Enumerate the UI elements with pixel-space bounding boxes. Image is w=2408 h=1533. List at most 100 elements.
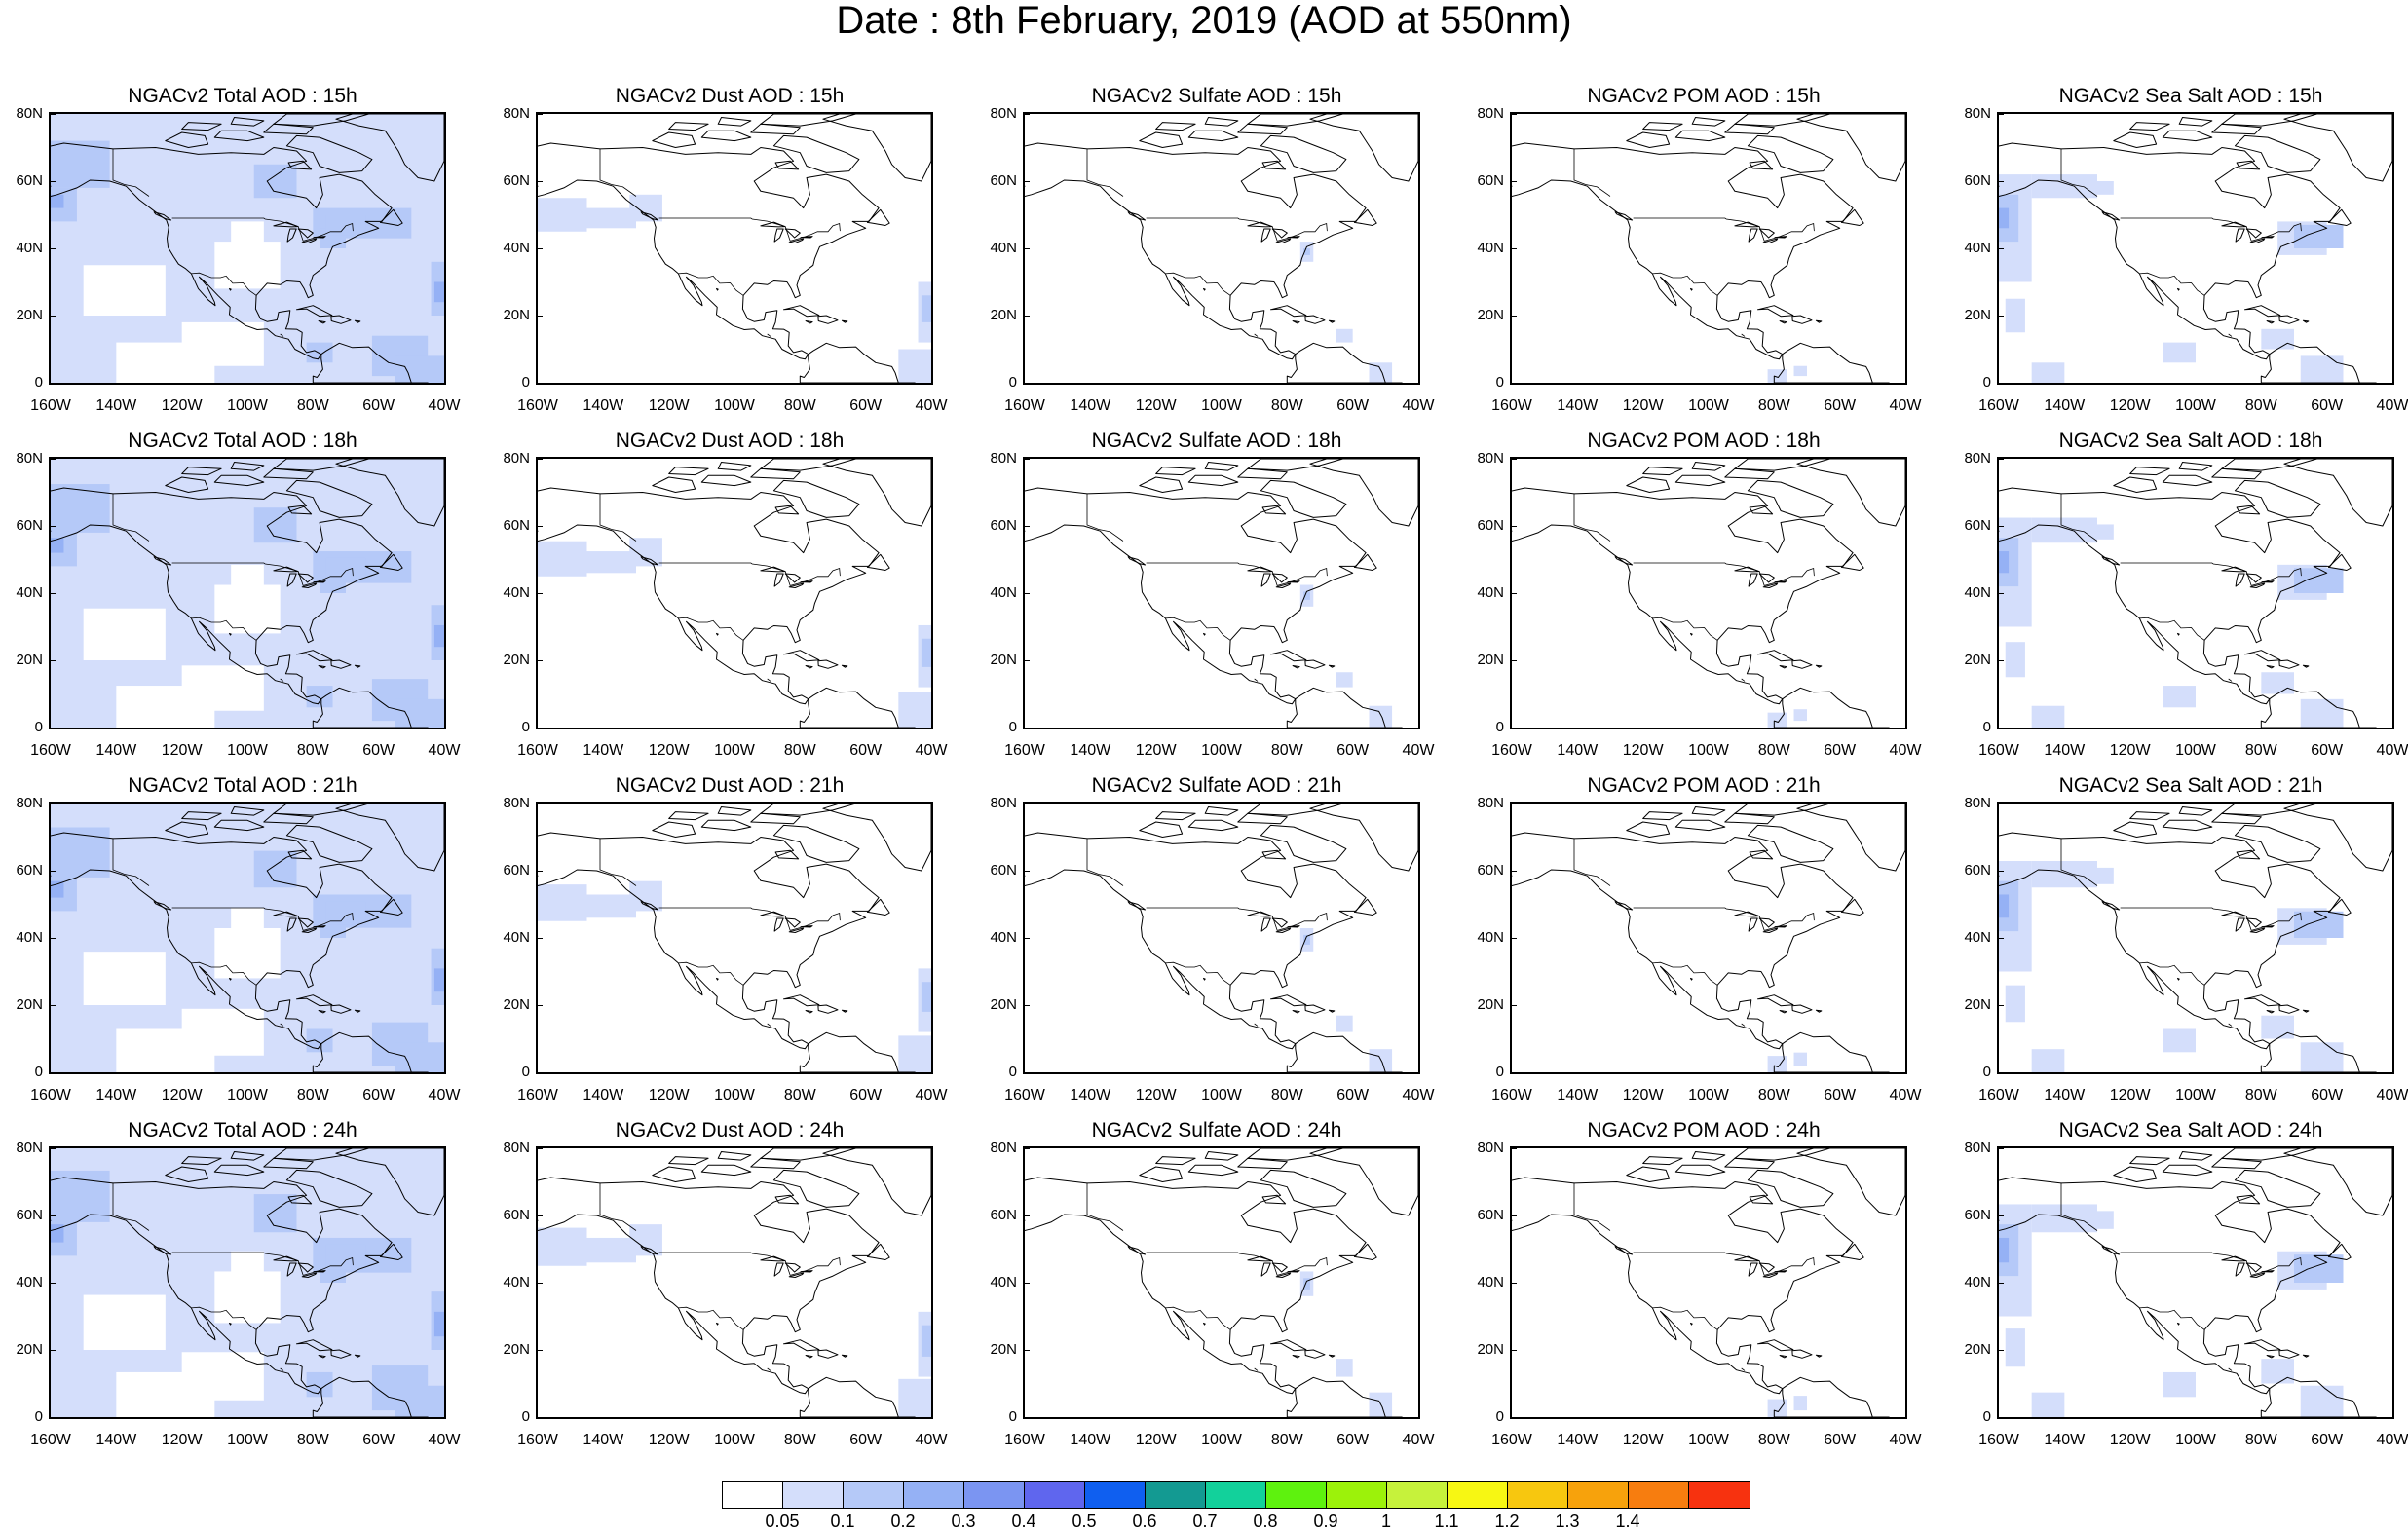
coastline xyxy=(716,1322,719,1326)
coastline xyxy=(799,342,916,383)
coastline xyxy=(297,573,314,583)
coastline xyxy=(263,1157,314,1170)
lon-tick-label: 60W xyxy=(1336,397,1370,414)
coastline xyxy=(1840,1243,1864,1260)
lat-tick-label: 60N xyxy=(16,517,43,534)
coastline xyxy=(1691,806,1726,816)
coastline xyxy=(760,459,857,471)
lat-tick xyxy=(1997,1148,2004,1149)
lat-tick-label: 20N xyxy=(503,307,530,323)
lon-tick-label: 120W xyxy=(648,397,690,414)
coastline xyxy=(1779,665,1787,669)
coastline xyxy=(2283,1148,2392,1216)
coastline xyxy=(841,1354,848,1358)
country-border xyxy=(2120,562,2302,586)
panel-title: NGACv2 Sulfate AOD : 15h xyxy=(1091,85,1342,107)
country-border xyxy=(599,1182,637,1231)
country-border xyxy=(1741,1367,1746,1371)
coastline xyxy=(774,849,800,860)
lon-tick-label: 100W xyxy=(2175,1087,2216,1103)
aod-patch xyxy=(1369,705,1393,728)
country-border xyxy=(678,272,744,296)
map-plot-area xyxy=(1023,457,1420,729)
lat-tick-label: 0 xyxy=(34,719,43,735)
coastline xyxy=(1674,130,1726,142)
aod-patch xyxy=(2163,1028,2196,1053)
map-plot-area xyxy=(1023,802,1420,1074)
coastline xyxy=(1261,160,1287,170)
map-panel-total-aod-18h: NGACv2 Total AOD : 18h 80N 60N 40N 20N 0 160W 1… xyxy=(0,430,485,775)
coastline xyxy=(1139,1166,1184,1182)
colorbar-swatch xyxy=(1387,1482,1448,1508)
lat-tick xyxy=(1997,526,2004,527)
aod-map xyxy=(51,804,444,1072)
coastline xyxy=(1270,650,1307,662)
coastline xyxy=(1247,804,1344,816)
coastline xyxy=(153,556,172,566)
panel-title: NGACv2 POM AOD : 18h xyxy=(1587,430,1821,452)
country-border xyxy=(2228,678,2233,682)
lat-tick xyxy=(1510,1005,1517,1006)
coastline xyxy=(783,1339,820,1352)
coastline xyxy=(1749,505,1774,515)
coastline xyxy=(2178,1151,2213,1161)
coastline xyxy=(1773,1376,1890,1417)
lon-tick-label: 40W xyxy=(1889,742,1922,759)
coastline xyxy=(301,582,318,588)
coastline xyxy=(2244,305,2281,318)
lat-tick-label: 20N xyxy=(1477,652,1504,668)
coastline xyxy=(2178,117,2213,127)
lon-tick-label: 60W xyxy=(362,1087,395,1103)
coastline xyxy=(774,160,800,170)
lon-tick-label: 100W xyxy=(2175,1432,2216,1448)
aod-patch xyxy=(395,355,444,383)
coastline xyxy=(1203,287,1206,291)
lat-tick-label: 40N xyxy=(503,240,530,256)
lon-tick-label: 80W xyxy=(1757,1432,1790,1448)
aod-patch xyxy=(253,164,297,199)
coastline xyxy=(783,305,820,318)
coastline xyxy=(652,131,696,148)
lon-tick-label: 40W xyxy=(915,1087,948,1103)
lon-tick-label: 40W xyxy=(428,1432,461,1448)
lon-tick-label: 140W xyxy=(95,1432,137,1448)
coastline xyxy=(1304,315,1326,324)
lat-tick xyxy=(1510,526,1517,527)
coastline xyxy=(750,467,801,480)
coastline xyxy=(1762,927,1779,933)
panel-title: NGACv2 Dust AOD : 24h xyxy=(615,1119,845,1141)
coastline xyxy=(1309,114,1418,182)
colorbar-swatch xyxy=(1266,1482,1327,1508)
coastline xyxy=(538,832,880,1050)
lat-tick-label: 80N xyxy=(16,795,43,811)
lat-tick xyxy=(1997,1215,2004,1216)
lon-tick-label: 160W xyxy=(30,397,71,414)
lat-tick xyxy=(1510,1072,1517,1073)
country-border xyxy=(1086,148,1124,197)
coastline xyxy=(1642,811,1683,821)
coastline xyxy=(817,659,839,669)
lat-tick xyxy=(1023,938,1030,939)
aod-patch xyxy=(51,880,64,898)
coastline xyxy=(1999,1177,2341,1395)
aod-patch xyxy=(1999,1224,2019,1277)
coastline xyxy=(1758,1262,1775,1273)
coastline xyxy=(1614,1246,1634,1255)
coastline xyxy=(1796,1148,1905,1216)
lat-tick-label: 0 xyxy=(1008,1408,1017,1425)
country-border xyxy=(1086,838,1124,886)
lat-tick xyxy=(49,1350,56,1351)
lat-tick-label: 80N xyxy=(990,105,1017,122)
colorbar-label: 0.9 xyxy=(1313,1512,1338,1531)
coastline xyxy=(2261,236,2275,239)
lat-tick-label: 40N xyxy=(1964,240,1991,256)
coastline xyxy=(1270,305,1307,318)
colorbar-label: 0.3 xyxy=(951,1512,976,1531)
country-border xyxy=(2060,493,2098,542)
coastline xyxy=(784,1262,801,1273)
coastline xyxy=(297,1262,314,1273)
coastline xyxy=(772,824,860,863)
coastline xyxy=(285,1169,373,1208)
lat-tick xyxy=(1510,1417,1517,1418)
coastline xyxy=(1815,1009,1823,1013)
